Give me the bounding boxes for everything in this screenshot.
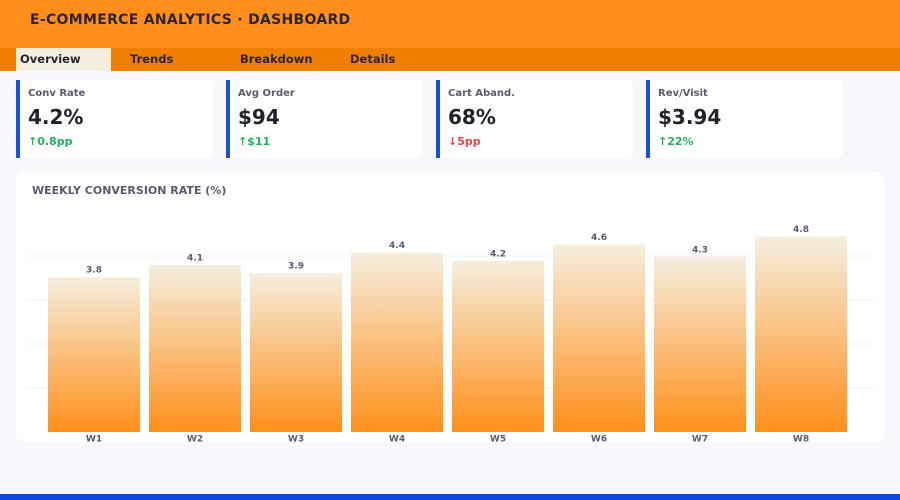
kpi-card: Rev/Visit $3.94 ↑22% [646, 80, 843, 158]
value-label: 3.9 [288, 262, 304, 272]
chart: WEEKLY CONVERSION RATE (%) 3.8 W1 4.1 W2 3.9… [26, 184, 876, 443]
header: E-COMMERCE ANALYTICS · DASHBOARD [0, 0, 900, 48]
value-label: 4.1 [187, 253, 203, 263]
bar [250, 273, 342, 432]
bar [452, 260, 544, 432]
x-tick-label: W4 [389, 435, 405, 443]
kpi-value: 68% [448, 105, 496, 129]
kpi-label: Avg Order [238, 88, 295, 99]
x-tick-label: W8 [793, 435, 809, 443]
tab[interactable]: Trends [130, 52, 174, 66]
x-tick-label: W5 [490, 435, 506, 443]
x-tick-label: W6 [591, 435, 607, 443]
header-title: E-COMMERCE ANALYTICS · DASHBOARD [30, 12, 351, 28]
kpi-value: 4.2% [28, 105, 84, 129]
bar [755, 236, 847, 432]
kpi-label: Cart Aband. [448, 88, 516, 99]
value-label: 4.3 [692, 245, 708, 255]
x-tick-label: W2 [187, 435, 203, 443]
kpi-card: Conv Rate 4.2% ↑0.8pp [16, 80, 213, 158]
kpi-label: Rev/Visit [658, 88, 708, 99]
kpi-card: Cart Aband. 68% ↓5pp [436, 80, 633, 158]
tab[interactable]: Details [350, 52, 396, 66]
bar [351, 252, 443, 432]
kpi-value: $94 [238, 105, 280, 129]
x-tick-label: W7 [692, 435, 708, 443]
chart-title: WEEKLY CONVERSION RATE (%) [32, 184, 226, 197]
value-label: 4.2 [490, 249, 506, 259]
kpi-delta: ↓5pp [448, 135, 481, 148]
value-label: 4.6 [591, 233, 607, 243]
x-tick-label: W1 [86, 435, 102, 443]
kpi-card: Avg Order $94 ↑$11 [226, 80, 423, 158]
bar [149, 264, 241, 432]
kpi-delta: ↑0.8pp [28, 135, 73, 148]
chart-card: WEEKLY CONVERSION RATE (%) 3.8 W1 4.1 W2 3.9… [16, 172, 884, 442]
kpi-label: Conv Rate [28, 88, 86, 99]
tab-bar: Overview Trends Breakdown Details [0, 48, 900, 71]
footer-bar [0, 494, 900, 500]
value-label: 4.8 [793, 225, 809, 235]
tab[interactable]: Overview [16, 48, 111, 71]
kpi-delta: ↑$11 [238, 135, 271, 148]
kpi-delta: ↑22% [658, 135, 694, 148]
x-tick-label: W3 [288, 435, 304, 443]
bar [654, 256, 746, 432]
tab[interactable]: Breakdown [240, 52, 313, 66]
value-label: 3.8 [86, 266, 102, 276]
bar [553, 244, 645, 432]
kpi-value: $3.94 [658, 105, 722, 129]
bar [48, 277, 140, 432]
value-label: 4.4 [389, 241, 405, 251]
